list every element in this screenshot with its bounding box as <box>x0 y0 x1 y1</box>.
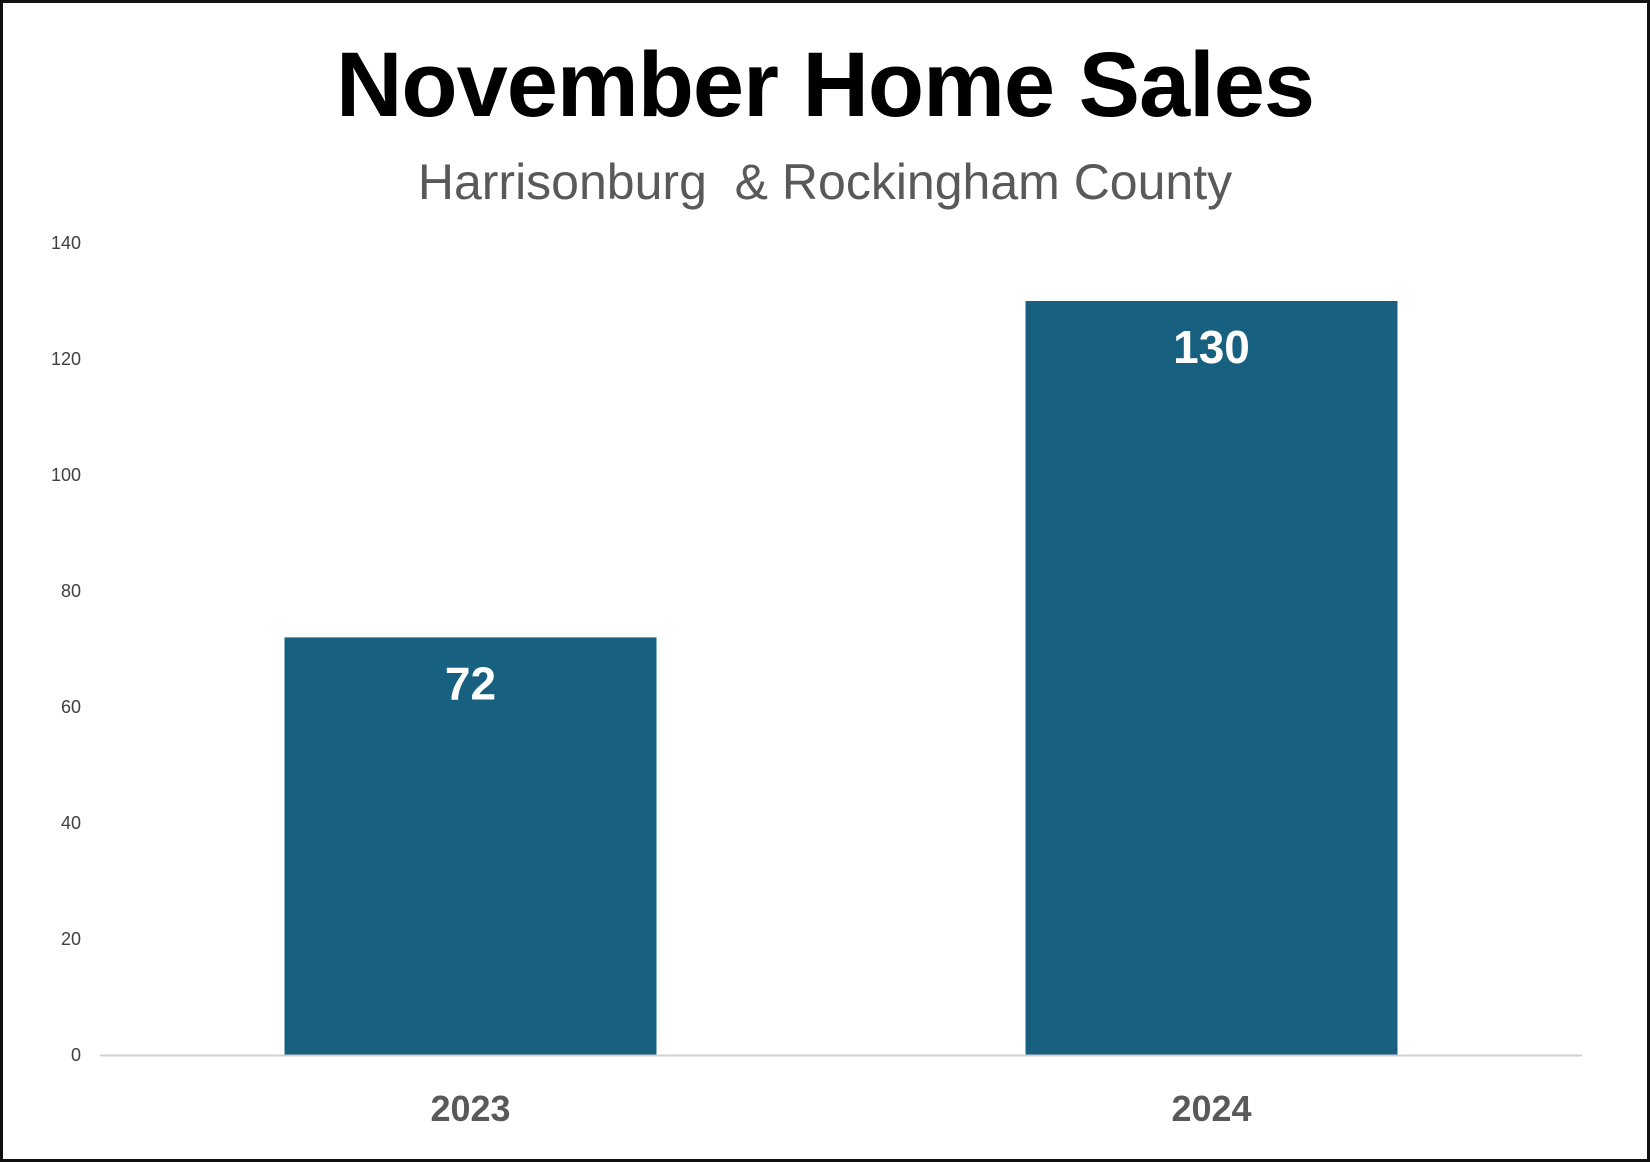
y-tick-label: 100 <box>51 465 81 485</box>
y-tick-label: 0 <box>71 1045 81 1065</box>
y-tick-label: 80 <box>61 581 81 601</box>
bar-2023 <box>284 637 657 1055</box>
y-tick-label: 140 <box>51 233 81 253</box>
x-category-label: 2023 <box>430 1088 510 1129</box>
bar-2024 <box>1025 301 1398 1055</box>
y-tick-label: 120 <box>51 349 81 369</box>
y-tick-label: 60 <box>61 697 81 717</box>
y-tick-label: 40 <box>61 813 81 833</box>
data-label-2023: 72 <box>445 657 496 709</box>
chart-title: November Home Sales <box>335 34 1315 136</box>
data-label-2024: 130 <box>1173 321 1250 373</box>
x-category-label: 2024 <box>1171 1088 1251 1129</box>
y-tick-label: 20 <box>61 929 81 949</box>
chart-subtitle: Harrisonburg & Rockingham County <box>417 154 1233 210</box>
